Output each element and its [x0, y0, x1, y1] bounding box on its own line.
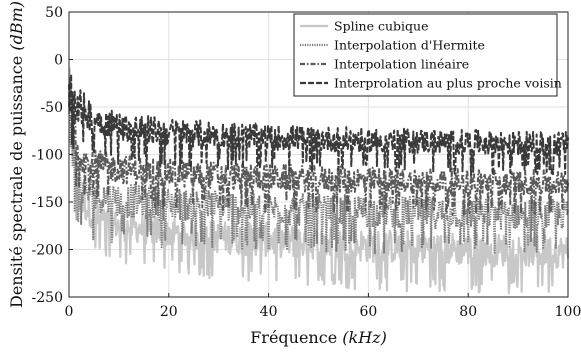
y-axis-label-main: Densité spectrale de puissance [7, 56, 26, 308]
y-tick-label: 0 [54, 53, 63, 69]
series-line-4 [68, 72, 569, 176]
legend-label-1: Spline cubique [334, 19, 428, 34]
x-axis-label: Fréquence (kHz) [250, 328, 387, 347]
y-tick-label: -150 [32, 195, 63, 211]
legend-label-2: Interpolation d'Hermite [334, 38, 485, 53]
y-tick-label: -200 [32, 243, 63, 259]
series-line-2 [68, 95, 569, 255]
x-tick-label: 100 [555, 304, 581, 320]
legend-box [293, 13, 558, 97]
legend-label-3: Interpolation linéaire [334, 57, 469, 72]
y-axis-label: Densité spectrale de puissance (dBm) [7, 1, 26, 308]
x-axis-label-main: Fréquence [250, 328, 337, 347]
x-axis-label-unit: (kHz) [342, 328, 387, 347]
x-tick-label: 20 [160, 304, 178, 320]
x-tick-label: 60 [359, 304, 377, 320]
axis-ticks: 0 20 40 60 80 100 -250 -200 -150 -100 -50 0 50 [32, 5, 581, 320]
x-tick-label: 0 [65, 304, 74, 320]
y-axis-label-unit: (dBm) [7, 1, 26, 51]
y-tick-label: -100 [32, 148, 63, 164]
x-tick-label: 40 [260, 304, 278, 320]
y-tick-label: -250 [32, 290, 63, 306]
x-tick-label: 80 [459, 304, 477, 320]
series-layer [67, 67, 570, 295]
y-tick-label: 50 [45, 5, 63, 21]
legend-label-4: Interprolation au plus proche voisin [334, 76, 562, 91]
series-line-1 [67, 67, 570, 295]
y-tick-label: -50 [40, 100, 63, 116]
series-line-3 [68, 76, 569, 216]
legend: Spline cubique Interpolation d'Hermite Int… [293, 13, 562, 97]
